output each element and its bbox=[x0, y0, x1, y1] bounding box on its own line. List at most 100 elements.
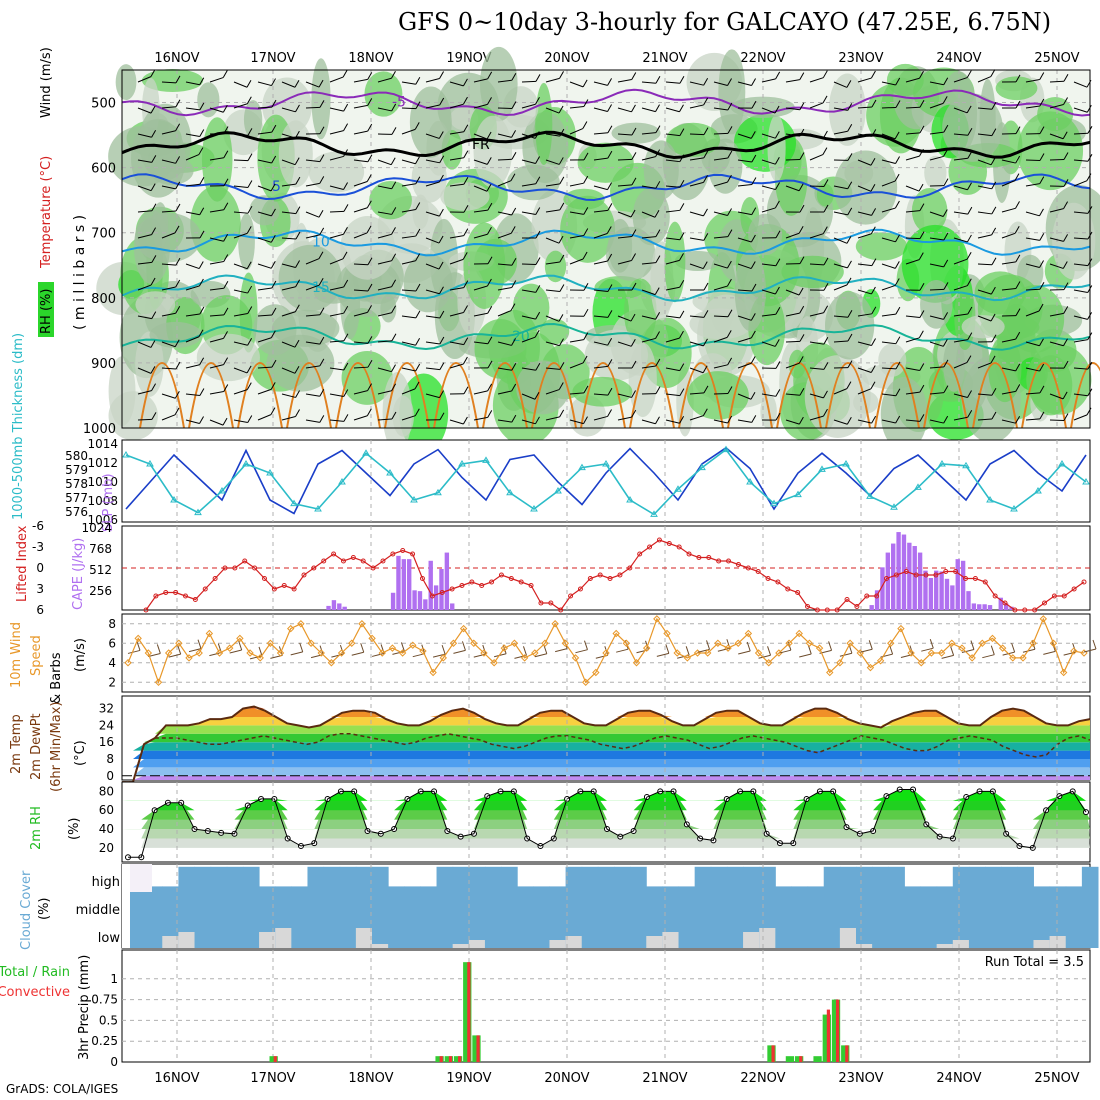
wind-barb-10m-flag bbox=[685, 646, 690, 656]
wind-barb-flag bbox=[631, 72, 637, 80]
wind-barb-flag bbox=[871, 129, 877, 137]
wind-barb bbox=[305, 182, 320, 187]
wind-barb-flag bbox=[175, 181, 181, 190]
wind-barb bbox=[401, 367, 416, 372]
precip-total-bar bbox=[831, 999, 841, 1062]
cape-bar bbox=[987, 605, 993, 610]
wind-barb-flag bbox=[463, 228, 469, 236]
wind-barb bbox=[641, 132, 656, 135]
cloud-high bbox=[323, 866, 341, 892]
wind-barb bbox=[329, 155, 344, 161]
wind-barb bbox=[617, 235, 632, 239]
wind-marker bbox=[571, 654, 580, 662]
wind-barb bbox=[545, 159, 560, 165]
wind-barb-flag bbox=[558, 235, 564, 244]
wind-barb bbox=[617, 79, 632, 83]
wind-barb-flag bbox=[847, 360, 853, 368]
cloud-mid bbox=[146, 892, 163, 948]
wind-barb bbox=[353, 390, 368, 395]
cloud-high bbox=[452, 866, 470, 892]
cloud-high bbox=[807, 886, 825, 892]
wind-barb bbox=[1025, 79, 1040, 83]
cloud-mid bbox=[468, 892, 486, 948]
wind-barb-flag bbox=[751, 78, 756, 86]
wind-barb bbox=[497, 419, 512, 423]
wind-barb bbox=[1025, 310, 1040, 317]
wind-barb-flag bbox=[583, 385, 589, 394]
wind-barb bbox=[641, 315, 656, 320]
wind-barb-flag bbox=[558, 105, 564, 114]
wind-barb bbox=[473, 341, 488, 345]
x-label-bottom: 17NOV bbox=[250, 1071, 295, 1086]
wind-barb bbox=[713, 81, 728, 87]
wind-barb-flag bbox=[895, 234, 900, 243]
rh-shade bbox=[748, 213, 783, 256]
rh-shade bbox=[686, 371, 749, 420]
wind-barb-flag bbox=[1015, 201, 1020, 209]
cloud-high bbox=[291, 886, 308, 892]
wind-marker bbox=[490, 659, 498, 667]
rh-shade bbox=[828, 73, 866, 146]
wind-barb-10m bbox=[371, 652, 385, 657]
ylabel-cloud-unit: (%) bbox=[37, 898, 52, 921]
cloud-high bbox=[226, 866, 244, 892]
rh-tick: 60 bbox=[99, 803, 114, 817]
wind-barb-flag bbox=[799, 102, 805, 110]
wind-barb-flag bbox=[295, 279, 301, 287]
wind-barb-flag bbox=[486, 278, 492, 287]
cape-bar bbox=[433, 585, 439, 610]
wind-barb-flag bbox=[486, 131, 492, 140]
wind-barb-10m-flag bbox=[889, 644, 894, 655]
wind-barb bbox=[857, 77, 872, 83]
thickness-marker bbox=[626, 496, 634, 503]
wind-barb-flag bbox=[487, 360, 493, 369]
wind-barb-flag bbox=[630, 313, 636, 322]
li-marker bbox=[637, 551, 643, 557]
wind-barb bbox=[545, 107, 560, 114]
wind-barb-flag bbox=[295, 176, 301, 185]
wind-barb bbox=[497, 158, 513, 161]
wind-barb bbox=[473, 103, 488, 109]
wind-barb bbox=[545, 183, 560, 187]
rh-tick: 40 bbox=[99, 822, 114, 836]
wind-barb bbox=[425, 393, 440, 399]
wind-barb bbox=[305, 393, 320, 397]
wind-marker bbox=[327, 659, 336, 667]
wind-barb-flag bbox=[631, 253, 636, 261]
wind-barb bbox=[905, 315, 920, 319]
wind-barb-flag bbox=[751, 177, 757, 185]
wind-marker bbox=[592, 668, 600, 677]
wind-barb-flag bbox=[895, 156, 900, 164]
cape-bar bbox=[885, 552, 891, 610]
wind-barb-flag bbox=[967, 390, 972, 398]
precip-convective-bar bbox=[826, 1009, 831, 1062]
wind-marker bbox=[266, 639, 275, 647]
cape-bar bbox=[439, 568, 444, 610]
wind-marker bbox=[459, 624, 468, 633]
wind-barb-flag bbox=[271, 280, 277, 289]
cape-bar bbox=[396, 555, 401, 610]
wind-barb-flag bbox=[438, 174, 444, 183]
wind-barb bbox=[449, 235, 464, 239]
wind-barb-10m-flag bbox=[177, 644, 182, 655]
wind-barb bbox=[881, 419, 896, 424]
wind-barb bbox=[233, 133, 248, 136]
rh-shade bbox=[833, 150, 898, 225]
wind-barb bbox=[977, 263, 993, 266]
wind-barb bbox=[449, 131, 464, 135]
isotherm--5 bbox=[121, 88, 1091, 117]
wind-barb bbox=[953, 258, 968, 265]
wind-barb-flag bbox=[991, 128, 997, 136]
wind-barb bbox=[545, 289, 560, 293]
wind-barb-flag bbox=[727, 150, 733, 159]
wind-barb bbox=[281, 311, 296, 317]
cape-bar bbox=[907, 542, 912, 610]
wind-barb bbox=[185, 211, 200, 216]
wind-barb bbox=[689, 341, 704, 347]
wind-barb-flag bbox=[607, 337, 613, 346]
wind-barb-flag bbox=[607, 78, 613, 86]
cape-bar bbox=[444, 552, 450, 610]
wind-barb-flag bbox=[775, 71, 781, 80]
cloud-high bbox=[710, 866, 728, 892]
cloud-mid bbox=[1081, 892, 1099, 948]
